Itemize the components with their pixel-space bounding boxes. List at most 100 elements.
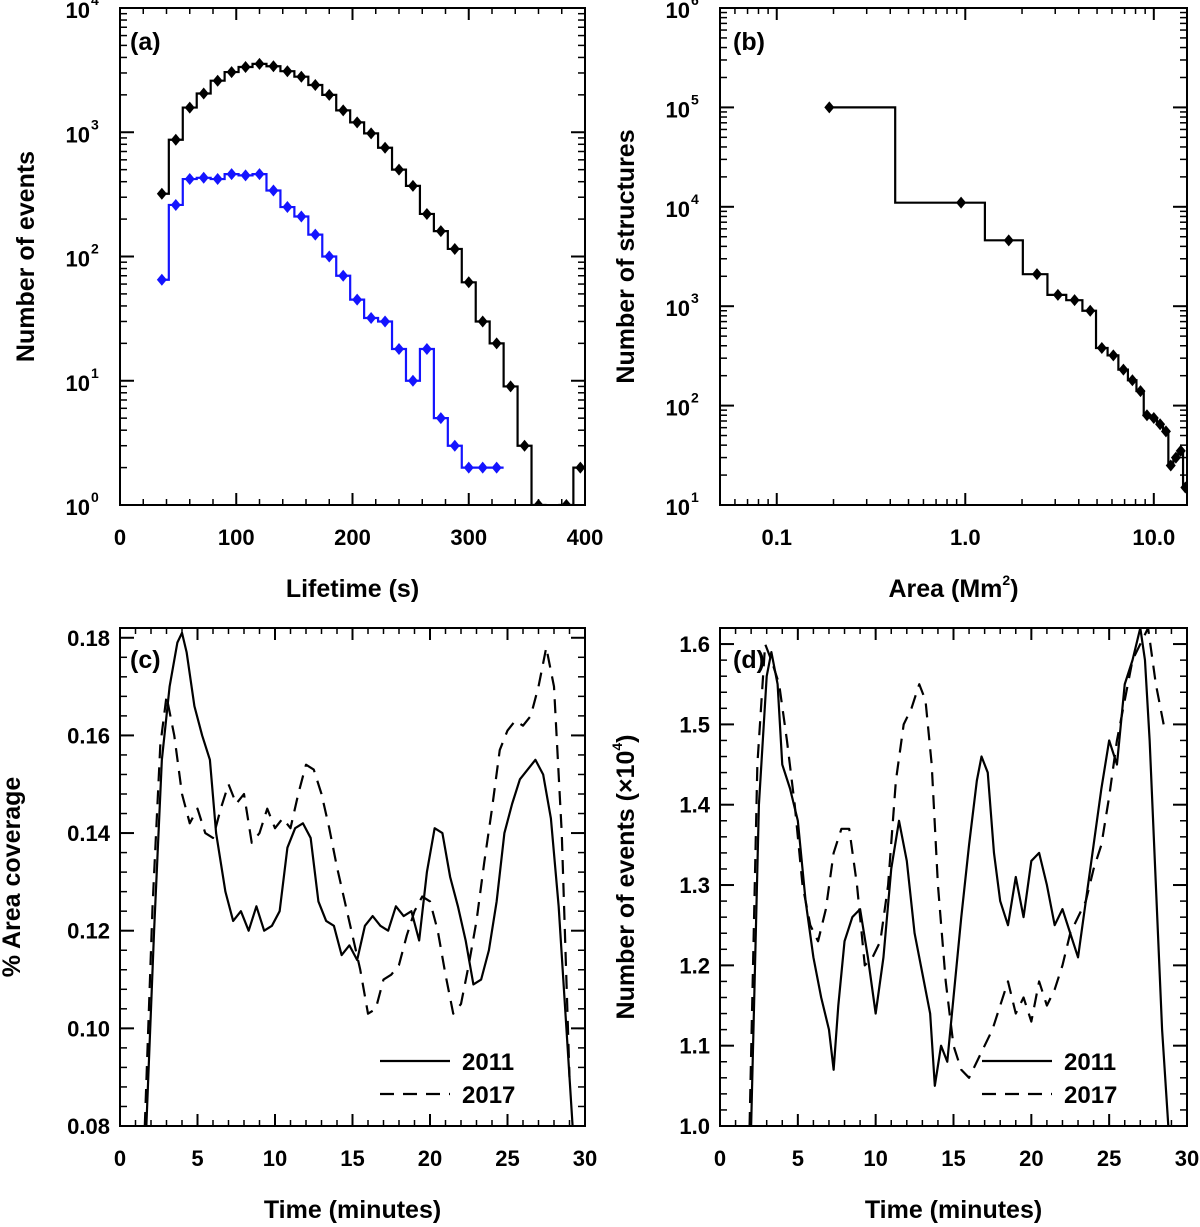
data-point: [1135, 385, 1146, 398]
data-point: [366, 127, 377, 140]
data-point: [198, 171, 209, 184]
y-tick-exponent: 2: [691, 390, 699, 406]
y-tick-label: 10: [666, 396, 690, 421]
y-tick-label: 1.4: [679, 793, 710, 818]
data-point: [1031, 268, 1042, 281]
data-point: [226, 168, 237, 181]
panel-label: (d): [733, 646, 765, 674]
data-point: [491, 337, 502, 350]
data-point: [170, 133, 181, 146]
data-point: [533, 499, 544, 505]
data-point: [407, 179, 418, 192]
data-point: [184, 173, 195, 186]
data-point: [491, 461, 502, 474]
data-point: [1096, 341, 1107, 354]
x-tick-label: 0: [114, 525, 126, 550]
data-point: [310, 228, 321, 241]
data-point: [198, 87, 209, 100]
data-point: [226, 66, 237, 79]
data-point: [394, 343, 404, 356]
data-point: [394, 163, 404, 176]
data-point: [310, 79, 321, 92]
x-tick-label: 15: [340, 1146, 364, 1171]
panel-label: (c): [130, 646, 161, 674]
data-point: [477, 461, 488, 474]
data-point: [352, 116, 363, 129]
x-tick-label: 0: [714, 1146, 726, 1171]
x-tick-label: 30: [573, 1146, 597, 1171]
y-tick-exponent: 3: [91, 116, 99, 132]
series-step-1: [829, 106, 1187, 489]
data-point: [254, 168, 265, 181]
data-point: [282, 65, 293, 78]
plot-frame: [719, 627, 1188, 1127]
y-tick-label: 0.14: [67, 821, 111, 846]
y-tick-exponent: 3: [691, 290, 699, 306]
y-tick-label: 1.2: [679, 953, 710, 978]
data-point: [449, 439, 460, 452]
plot-frame: [119, 627, 586, 1127]
x-axis-title: Area (Mm2): [888, 572, 1018, 603]
data-point: [1108, 349, 1119, 362]
y-tick-exponent: 4: [691, 191, 699, 207]
data-point: [380, 141, 391, 154]
y-tick-label: 10: [66, 0, 90, 23]
x-axis-title: Time (minutes): [865, 1196, 1042, 1224]
x-tick-label: 30: [1175, 1146, 1199, 1171]
series-line-2011: [750, 628, 1170, 1126]
data-point: [156, 273, 167, 286]
y-tick-exponent: 1: [91, 365, 99, 381]
data-point: [338, 104, 349, 117]
x-tick-label: 400: [567, 525, 604, 550]
data-point: [824, 101, 835, 114]
data-point: [561, 499, 572, 505]
data-point: [254, 57, 265, 70]
data-point: [435, 225, 446, 238]
y-tick-exponent: 6: [691, 0, 699, 8]
data-point: [407, 374, 418, 387]
data-point: [1175, 444, 1186, 457]
data-point: [170, 198, 181, 211]
x-tick-label: 10: [863, 1146, 887, 1171]
data-layer: [143, 631, 574, 1126]
y-tick-exponent: 1: [691, 489, 699, 505]
y-tick-exponent: 2: [91, 241, 99, 257]
data-point: [1085, 304, 1096, 317]
x-tick-label: 25: [1097, 1146, 1121, 1171]
data-point: [547, 527, 557, 539]
data-point: [1127, 374, 1138, 387]
data-point: [324, 250, 335, 263]
data-point: [184, 101, 195, 114]
x-tick-label: 300: [450, 525, 487, 550]
x-tick-label: 20: [1019, 1146, 1043, 1171]
data-point: [366, 311, 377, 324]
y-tick-exponent: 0: [91, 489, 99, 505]
data-point: [296, 210, 307, 223]
y-tick-label: 10: [666, 296, 690, 321]
y-tick-label: 10: [666, 197, 690, 222]
legend-label: 2017: [1064, 1082, 1117, 1109]
data-layer: [824, 101, 1187, 494]
data-point: [1170, 451, 1181, 464]
data-point: [1165, 459, 1176, 472]
panel-c: 0 5 10 15 20 25 30 0.08 0.10 0.12 0.14 0.16 0.18 Time…: [0, 626, 597, 1224]
data-point: [1003, 234, 1014, 247]
data-point: [296, 70, 307, 83]
y-tick-label: 0.08: [67, 1114, 110, 1139]
data-point: [1148, 412, 1159, 425]
data-point: [268, 184, 279, 197]
panel-d: 0 5 10 15 20 25 30 1.0 1.1 1.2 1.3 1.4 1.5 1.6 Time (m…: [609, 627, 1199, 1224]
x-tick-label: 5: [191, 1146, 203, 1171]
legend-label: 2011: [1064, 1049, 1116, 1076]
data-point: [505, 380, 516, 393]
data-point: [156, 187, 167, 200]
x-tick-label: 0.1: [761, 525, 792, 550]
y-tick-label: 10: [666, 495, 690, 520]
data-point: [1155, 418, 1166, 431]
x-axis-title: Lifetime (s): [286, 575, 419, 603]
y-tick-label: 1.0: [679, 1114, 710, 1139]
data-point: [435, 412, 446, 425]
data-point: [282, 201, 293, 214]
data-point: [1160, 425, 1171, 438]
